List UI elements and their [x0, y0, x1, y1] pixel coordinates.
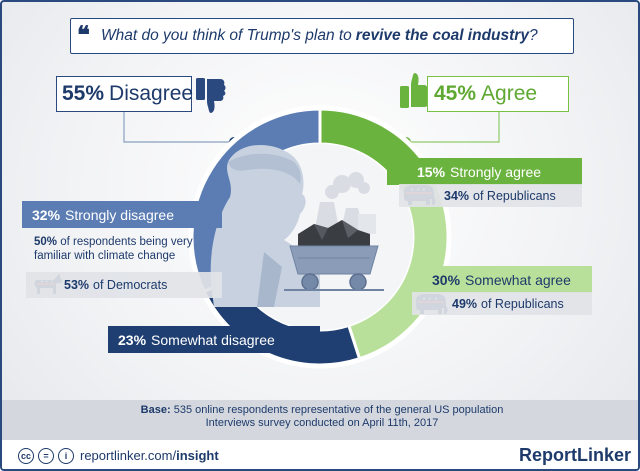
base-note: Base: 535 online respondents representat… — [2, 404, 638, 430]
question-text: What do you think of Trump's plan to — [101, 27, 352, 44]
strongly-disagree-text: Strongly disagree — [65, 206, 174, 223]
thumbs-down-icon — [196, 78, 226, 113]
power-plant-icon — [314, 172, 376, 234]
agree-label: Agree — [481, 82, 538, 105]
somewhat-disagree-pct: 23% — [118, 331, 147, 348]
strongly-disagree-label: 32% Strongly disagree — [22, 201, 222, 228]
reportlinker-logo[interactable]: ReportLinker — [519, 445, 632, 465]
question-highlight: revive the coal industry — [355, 27, 529, 44]
base-line1: 535 online respondents representative of… — [173, 404, 504, 416]
disagree-label: Disagree — [109, 82, 194, 105]
rep-strong-pct: 34% — [444, 188, 470, 203]
republicans-strong-note: 34% of Republicans — [399, 184, 582, 207]
familiar-pct: 50% — [34, 236, 58, 248]
democrats-note: 53% of Democrats — [26, 272, 222, 298]
attribution-icon: i — [58, 448, 74, 464]
no-derivatives-icon: = — [38, 448, 54, 464]
site-prefix: reportlinker.com/ — [80, 448, 177, 463]
agree-pct: 45% — [434, 82, 477, 105]
base-line2: Interviews survey conducted on April 11t… — [205, 417, 439, 429]
question-header: ❝ What do you think of Trump's plan to r… — [70, 18, 574, 54]
somewhat-agree-label: 30% Somewhat agree — [412, 266, 592, 293]
donut-outline — [188, 105, 452, 369]
site-link[interactable]: reportlinker.com/insight — [80, 448, 219, 463]
rep-strong-text: of Republicans — [473, 188, 556, 203]
rep-somewhat-text: of Republicans — [481, 296, 564, 311]
trump-silhouette — [210, 144, 320, 307]
somewhat-disagree-label: 23% Somewhat disagree — [108, 326, 320, 353]
agree-connector — [406, 112, 500, 143]
somewhat-agree-pct: 30% — [432, 271, 461, 288]
question-suffix: ? — [528, 27, 538, 44]
democrats-pct: 53% — [64, 278, 90, 292]
footer-bar — [2, 440, 638, 469]
base-band — [2, 400, 638, 440]
creative-commons-icon: cc — [18, 448, 34, 464]
democrats-text: of Democrats — [93, 278, 168, 292]
rep-somewhat-pct: 49% — [452, 296, 478, 311]
disagree-connector — [123, 112, 234, 143]
somewhat-agree-text: Somewhat agree — [465, 271, 571, 288]
strongly-agree-pct: 15% — [417, 163, 446, 180]
disagree-summary: 55% Disagree — [56, 76, 194, 112]
somewhat-disagree-text: Somewhat disagree — [151, 331, 275, 348]
thumbs-up-icon — [400, 73, 430, 108]
strongly-agree-text: Strongly agree — [450, 163, 542, 180]
republicans-somewhat-note: 49% of Republicans — [412, 292, 592, 315]
disagree-pct: 55% — [62, 82, 105, 105]
strongly-agree-label: 15% Strongly agree — [387, 158, 582, 185]
familiar-note: 50% of respondents being very familiar w… — [34, 235, 214, 263]
quote-icon: ❝ — [77, 22, 90, 49]
agree-summary: 45% Agree — [427, 76, 569, 112]
site-bold: insight — [176, 448, 219, 463]
strongly-disagree-pct: 32% — [32, 206, 61, 223]
coal-cart-icon — [284, 220, 384, 291]
base-label: Base: — [140, 404, 171, 416]
familiar-text: of respondents being very familiar with … — [34, 236, 193, 262]
